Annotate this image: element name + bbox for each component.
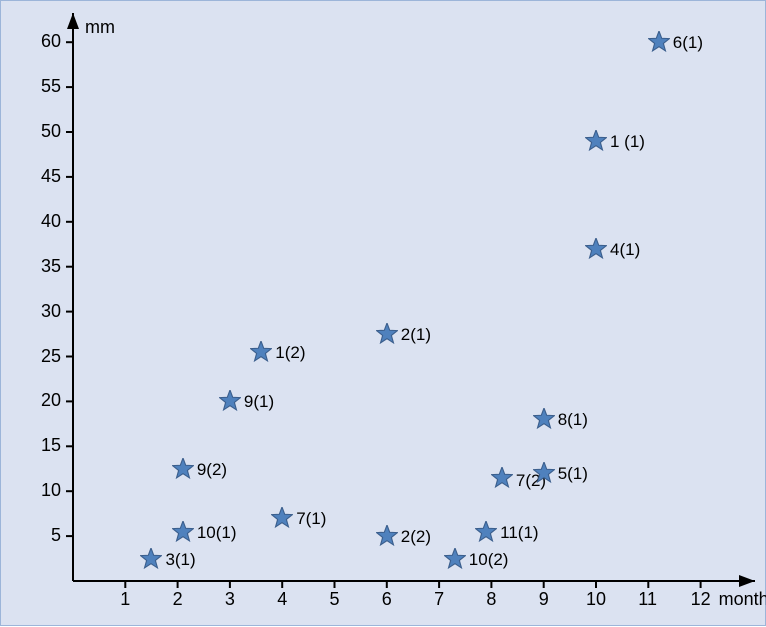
- data-point-star: [475, 521, 497, 543]
- data-point-label: 3(1): [165, 550, 195, 570]
- data-point-star: [533, 408, 555, 430]
- x-tick-label: 1: [120, 589, 130, 610]
- y-tick-label: 30: [41, 301, 61, 322]
- data-point-label: 5(1): [558, 464, 588, 484]
- data-point-star: [533, 462, 555, 484]
- y-tick-label: 5: [51, 525, 61, 546]
- data-point-label: 10(2): [469, 550, 509, 570]
- x-tick-label: 2: [173, 589, 183, 610]
- x-tick-label: 6: [382, 589, 392, 610]
- data-point-star: [219, 390, 241, 412]
- x-tick-label: 5: [330, 589, 340, 610]
- y-tick-label: 35: [41, 256, 61, 277]
- x-axis-title: months: [719, 589, 766, 610]
- data-point-label: 9(1): [244, 392, 274, 412]
- data-point-label: 11(1): [500, 523, 538, 543]
- data-point-star: [376, 525, 398, 547]
- y-tick-label: 45: [41, 166, 61, 187]
- data-point-label: 10(1): [197, 523, 237, 543]
- x-tick-label: 12: [691, 589, 711, 610]
- data-point-star: [444, 548, 466, 570]
- data-point-star: [491, 467, 513, 489]
- y-tick-label: 50: [41, 121, 61, 142]
- data-point-label: 4(1): [610, 240, 640, 260]
- y-axis-title: mm: [85, 17, 115, 38]
- data-point-label: 1 (1): [610, 132, 645, 152]
- y-tick-label: 55: [41, 76, 61, 97]
- x-tick-label: 11: [638, 589, 657, 610]
- x-tick-label: 10: [586, 589, 606, 610]
- x-tick-label: 7: [434, 589, 444, 610]
- data-point-label: 7(1): [296, 509, 326, 529]
- data-point-label: 2(1): [401, 325, 431, 345]
- data-point-label: 9(2): [197, 460, 227, 480]
- y-tick-label: 20: [41, 390, 61, 411]
- x-tick-label: 9: [539, 589, 549, 610]
- y-tick-label: 60: [41, 31, 61, 52]
- data-point-star: [140, 548, 162, 570]
- data-point-star: [585, 130, 607, 152]
- data-point-star: [250, 341, 272, 363]
- y-tick-label: 10: [41, 480, 61, 501]
- x-tick-label: 4: [277, 589, 287, 610]
- y-tick-label: 25: [41, 346, 61, 367]
- scatter-chart: 12345678910111251015202530354045505560mm…: [0, 0, 766, 626]
- data-point-star: [585, 238, 607, 260]
- x-tick-label: 3: [225, 589, 235, 610]
- data-point-label: 2(2): [401, 527, 431, 547]
- data-point-label: 1(2): [275, 343, 305, 363]
- data-point-star: [376, 323, 398, 345]
- data-point-label: 8(1): [558, 410, 588, 430]
- y-tick-label: 40: [41, 211, 61, 232]
- data-point-label: 6(1): [673, 33, 703, 53]
- data-point-star: [172, 521, 194, 543]
- y-tick-label: 15: [41, 435, 61, 456]
- data-point-star: [271, 507, 293, 529]
- x-tick-label: 8: [486, 589, 496, 610]
- data-point-star: [172, 458, 194, 480]
- data-point-star: [648, 31, 670, 53]
